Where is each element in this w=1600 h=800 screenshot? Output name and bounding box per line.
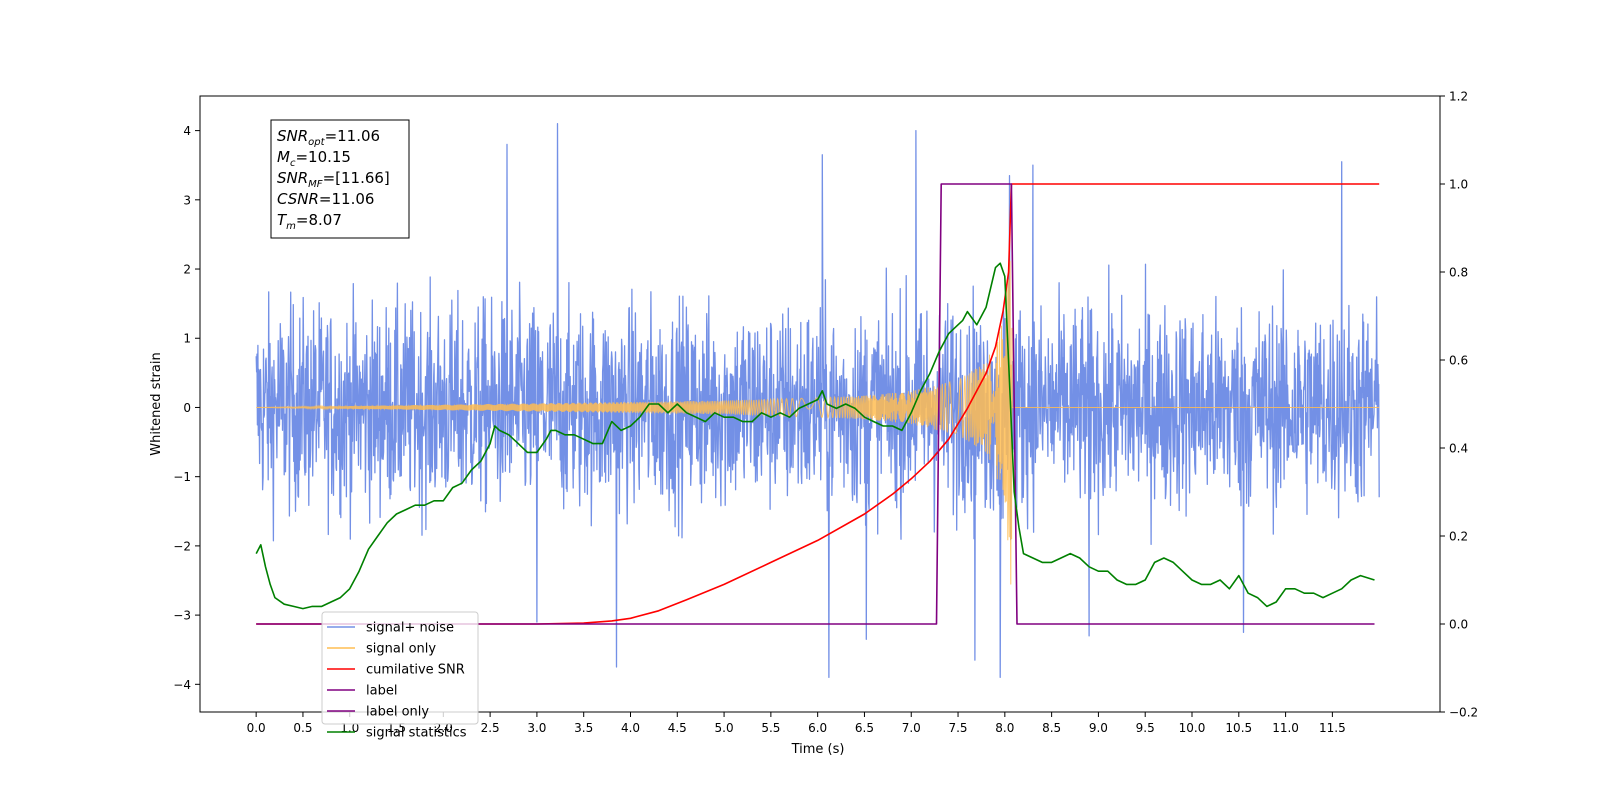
annotation-symbol: SNR xyxy=(277,169,308,187)
y-tick-label-right: 1.0 xyxy=(1449,178,1468,192)
x-tick-label: 5.5 xyxy=(761,721,780,735)
legend-entry: label xyxy=(366,684,397,699)
annotation-value: =11.06 xyxy=(319,190,375,208)
y-tick-label-left: −3 xyxy=(173,609,191,623)
y-tick-label-left: 0 xyxy=(183,401,191,415)
y-tick-label-right: 0.2 xyxy=(1449,530,1468,544)
annotation-value: =[11.66] xyxy=(323,169,390,187)
label-line xyxy=(256,183,1375,625)
annotation-line: SNRopt=11.06 xyxy=(277,127,380,148)
x-tick-label: 10.5 xyxy=(1225,721,1252,735)
x-tick-label: 0.5 xyxy=(293,721,312,735)
x-tick-label: 4.5 xyxy=(668,721,687,735)
annotation-subscript: m xyxy=(286,221,296,232)
parameter-annotation-box: SNRopt=11.06Mc=10.15SNRMF=[11.66]CSNR=11… xyxy=(270,119,410,239)
y-tick-label-right: 1.2 xyxy=(1449,90,1468,104)
x-tick-label: 11.0 xyxy=(1272,721,1299,735)
x-axis: 0.0 0.5 1.0 1.5 2.0 2.5 3.0 3.5 4.0 4.5 5.0 5.5 6.0 6… xyxy=(247,712,1346,735)
annotation-symbol: CSNR xyxy=(277,190,319,208)
x-tick-label: 8.0 xyxy=(995,721,1014,735)
annotation-line: CSNR=11.06 xyxy=(277,190,374,208)
annotation-line: SNRMF=[11.66] xyxy=(277,169,390,190)
annotation-frame xyxy=(270,119,410,239)
plot-area xyxy=(255,123,1380,679)
y-tick-label-left: −4 xyxy=(173,678,191,692)
cumilative-snr-line xyxy=(256,183,1380,625)
signal-plus-noise-series xyxy=(255,123,1380,679)
x-tick-label: 10.0 xyxy=(1179,721,1206,735)
legend-entry: signal only xyxy=(366,642,436,657)
y-tick-label-right: −0.2 xyxy=(1449,706,1478,720)
legend-entry: signal statistics xyxy=(366,726,467,741)
y-tick-label-right: 0.0 xyxy=(1449,618,1468,632)
y-tick-label-left: 2 xyxy=(183,263,191,277)
x-tick-label: 5.0 xyxy=(715,721,734,735)
x-tick-label: 8.5 xyxy=(1042,721,1061,735)
x-tick-label: 3.0 xyxy=(527,721,546,735)
plot-frame xyxy=(199,95,1441,713)
x-tick-label: 9.0 xyxy=(1089,721,1108,735)
y-tick-label-left: 1 xyxy=(183,332,191,346)
y-axis-right: −0.2 0.0 0.2 0.4 0.6 0.8 1.0 1.2 xyxy=(1440,90,1478,720)
annotation-value: =11.06 xyxy=(325,127,381,145)
annotation-line: Tm=8.07 xyxy=(277,211,342,232)
x-tick-label: 4.0 xyxy=(621,721,640,735)
x-tick-label: 7.5 xyxy=(948,721,967,735)
y-tick-label-right: 0.6 xyxy=(1449,354,1468,368)
signal-plus-noise-line xyxy=(255,123,1380,679)
y-axis-left: −4 −3 −2 −1 0 1 2 3 4 xyxy=(173,124,200,692)
x-tick-label: 6.0 xyxy=(808,721,827,735)
y-tick-label-left: 3 xyxy=(183,193,191,207)
y-axis-label: Whitened strain xyxy=(149,352,164,455)
annotation-value: =8.07 xyxy=(296,211,342,229)
y-tick-label-right: 0.8 xyxy=(1449,266,1468,280)
x-tick-label: 9.5 xyxy=(1136,721,1155,735)
annotation-subscript: MF xyxy=(308,179,323,190)
legend-entry: label only xyxy=(366,705,429,720)
legend-frame xyxy=(321,611,479,725)
y-tick-label-left: 4 xyxy=(183,124,191,138)
y-tick-label-right: 0.4 xyxy=(1449,442,1468,456)
annotation-symbol: M xyxy=(277,148,290,166)
signal-statistics-line xyxy=(255,262,1375,610)
x-tick-label: 0.0 xyxy=(247,721,266,735)
legend: signal+ noise signal only cumilative SNR la… xyxy=(321,611,479,741)
legend-entry: signal+ noise xyxy=(366,621,454,636)
annotation-symbol: SNR xyxy=(277,127,308,145)
x-tick-label: 6.5 xyxy=(855,721,874,735)
x-tick-label: 2.5 xyxy=(481,721,500,735)
y-tick-label-left: −2 xyxy=(173,539,191,553)
annotation-subscript: c xyxy=(290,158,296,169)
annotation-subscript: opt xyxy=(308,137,325,148)
annotation-line: Mc=10.15 xyxy=(277,148,351,169)
y-tick-label-left: −1 xyxy=(173,470,191,484)
x-tick-label: 3.5 xyxy=(574,721,593,735)
legend-entry: cumilative SNR xyxy=(366,663,465,678)
annotation-value: =10.15 xyxy=(295,148,351,166)
x-tick-label: 7.0 xyxy=(902,721,921,735)
x-axis-label: Time (s) xyxy=(791,742,845,757)
right-axis-series xyxy=(255,183,1380,625)
x-tick-label: 11.5 xyxy=(1319,721,1346,735)
annotation-symbol: T xyxy=(277,211,288,229)
